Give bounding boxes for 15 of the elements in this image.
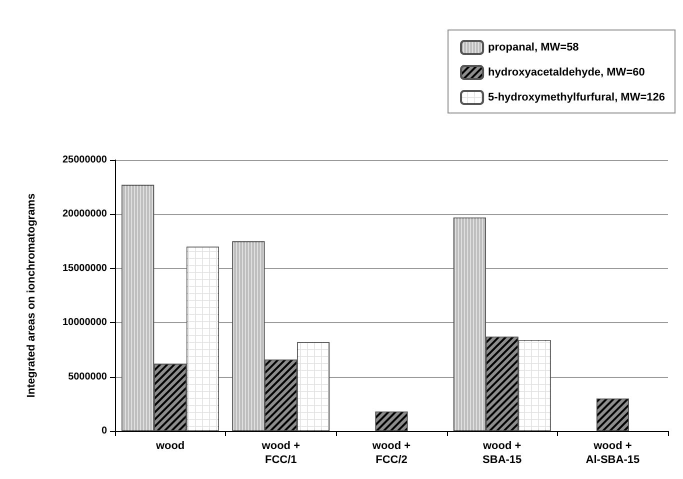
legend-label: hydroxyacetaldehyde, MW=60 [488, 66, 645, 78]
y-tick-label: 10000000 [62, 317, 108, 328]
y-tick-label: 0 [101, 426, 108, 436]
y-tick-label: 20000000 [62, 208, 108, 220]
y-tick-label: 15000000 [62, 262, 108, 274]
x-tick-label: wood + SBA-15 [482, 440, 522, 466]
x-tick-label: wood + FCC/1 [260, 440, 300, 466]
x-tick-label: wood + FCC/2 [371, 440, 411, 466]
y-axis-title: Integrated areas on ionchromatograms [26, 193, 38, 398]
y-tick-label: 5000000 [68, 371, 108, 382]
x-tick-label: wood + Al-SBA-15 [586, 440, 640, 466]
legend-label: propanal, MW=58 [488, 42, 579, 54]
legend-label: 5-hydroxymethylfurfural, MW=126 [488, 92, 666, 104]
x-tick-label: wood [154, 440, 185, 452]
y-tick-label: 25000000 [62, 154, 108, 166]
